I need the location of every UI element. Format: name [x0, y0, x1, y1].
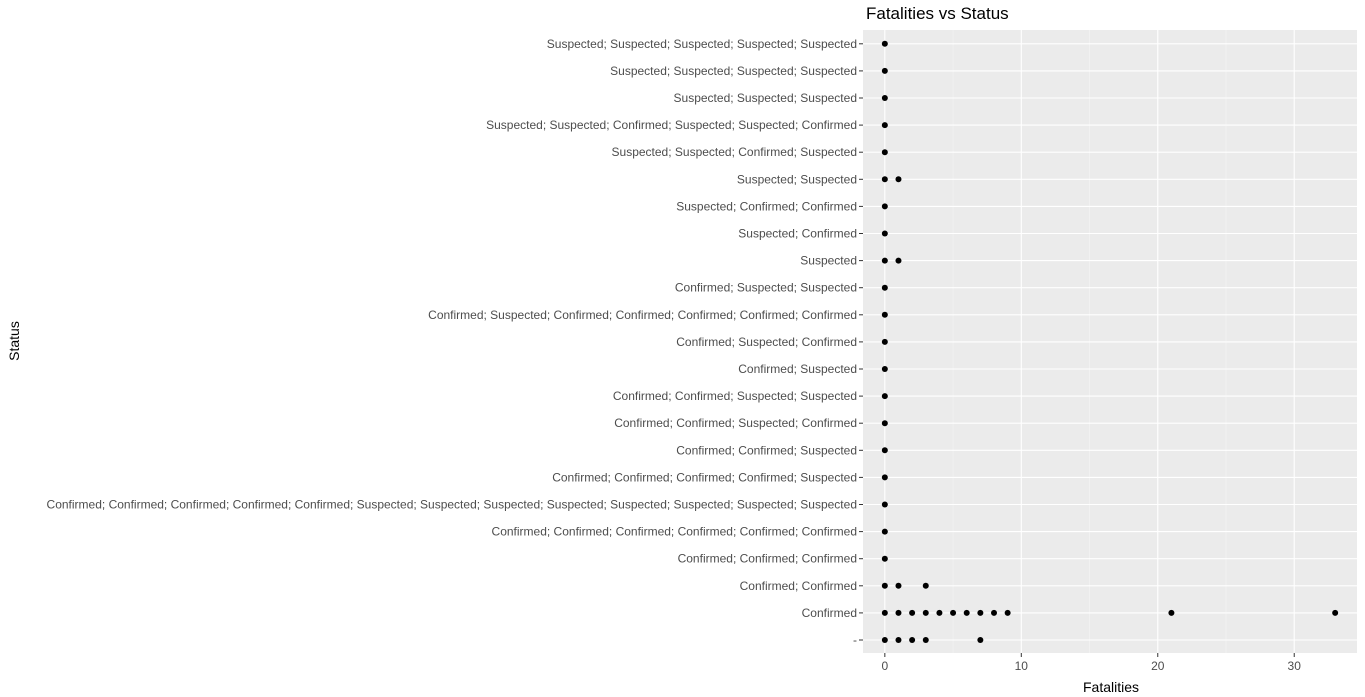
y-tick-label: Confirmed: [802, 606, 857, 620]
chart-title: Fatalities vs Status: [866, 4, 1009, 23]
y-tick-label: Suspected; Suspected: [737, 172, 857, 186]
y-tick-label: Confirmed; Confirmed; Suspected: [676, 443, 857, 457]
y-tick-label: Suspected; Suspected; Suspected: [674, 91, 857, 105]
y-tick-label: Suspected; Confirmed: [738, 227, 857, 241]
data-point: [881, 230, 888, 237]
data-point: [881, 582, 888, 589]
data-point: [881, 40, 888, 47]
y-tick-label: Confirmed; Confirmed; Confirmed; Confirm…: [47, 498, 857, 512]
data-point: [922, 637, 929, 643]
data-point: [881, 366, 888, 372]
data-point: [963, 609, 970, 616]
y-tick-label: Suspected; Suspected; Suspected; Suspect…: [547, 37, 857, 51]
data-point: [881, 176, 888, 183]
data-point: [881, 338, 888, 345]
y-tick-label: Suspected; Suspected; Confirmed; Suspect…: [612, 145, 857, 159]
data-point: [881, 393, 888, 400]
data-point: [881, 311, 888, 318]
data-point: [950, 609, 957, 616]
data-point: [1004, 609, 1011, 616]
data-point: [881, 95, 888, 101]
y-tick-label: Confirmed; Suspected; Confirmed: [676, 335, 857, 349]
data-point: [977, 609, 984, 616]
data-point: [895, 637, 902, 643]
data-point: [881, 149, 888, 156]
data-point: [922, 609, 929, 616]
data-point: [881, 420, 888, 427]
y-tick-label: Confirmed; Confirmed; Confirmed; Confirm…: [552, 470, 857, 484]
y-tick-label: Suspected; Suspected; Confirmed; Suspect…: [486, 118, 857, 132]
data-point: [881, 637, 888, 643]
data-point: [895, 176, 902, 183]
y-axis: - Confirmed Confirmed; Confirmed Confirmed;…: [47, 37, 863, 647]
data-point: [922, 582, 929, 589]
data-point: [881, 203, 888, 210]
data-point: [881, 67, 888, 74]
data-point: [881, 122, 888, 129]
y-tick-label: -: [853, 633, 857, 647]
data-point: [895, 609, 902, 616]
x-tick-label: 0: [881, 659, 888, 673]
data-point: [881, 528, 888, 535]
y-tick-label: Confirmed; Suspected; Confirmed; Confirm…: [428, 308, 857, 322]
y-tick-label: Confirmed; Confirmed; Confirmed; Confirm…: [492, 525, 857, 539]
data-point: [977, 637, 984, 643]
y-tick-label: Suspected; Suspected; Suspected; Suspect…: [610, 64, 857, 78]
data-point: [1332, 609, 1339, 616]
y-axis-title: Status: [6, 321, 22, 361]
y-tick-label: Suspected; Confirmed; Confirmed: [676, 199, 857, 213]
data-point: [909, 609, 916, 616]
data-point: [881, 447, 888, 454]
data-point: [881, 501, 888, 508]
x-tick-label: 30: [1288, 659, 1302, 673]
data-point: [881, 284, 888, 291]
data-point: [881, 609, 888, 616]
data-point: [895, 257, 902, 264]
x-axis-title: Fatalities: [1083, 679, 1139, 695]
data-points: [881, 40, 1339, 643]
data-point: [936, 609, 943, 616]
data-point: [881, 555, 888, 562]
y-tick-label: Confirmed; Confirmed; Confirmed: [678, 552, 857, 566]
data-point: [881, 474, 888, 481]
x-tick-label: 10: [1015, 659, 1029, 673]
x-axis: 0 10 20 30: [881, 653, 1301, 673]
y-tick-label: Confirmed; Confirmed; Suspected; Confirm…: [614, 416, 857, 430]
data-point: [909, 637, 916, 643]
y-tick-label: Confirmed; Suspected: [738, 362, 857, 376]
y-tick-label: Confirmed; Confirmed; Suspected; Suspect…: [613, 389, 857, 403]
y-tick-label: Confirmed; Confirmed: [740, 579, 857, 593]
grid-lines: [863, 30, 1357, 653]
y-tick-label: Confirmed; Suspected; Suspected: [675, 281, 857, 295]
data-point: [881, 257, 888, 264]
data-point: [1168, 609, 1175, 616]
data-point: [895, 582, 902, 589]
y-tick-label: Suspected: [800, 254, 857, 268]
x-tick-label: 20: [1151, 659, 1165, 673]
data-point: [991, 609, 998, 616]
